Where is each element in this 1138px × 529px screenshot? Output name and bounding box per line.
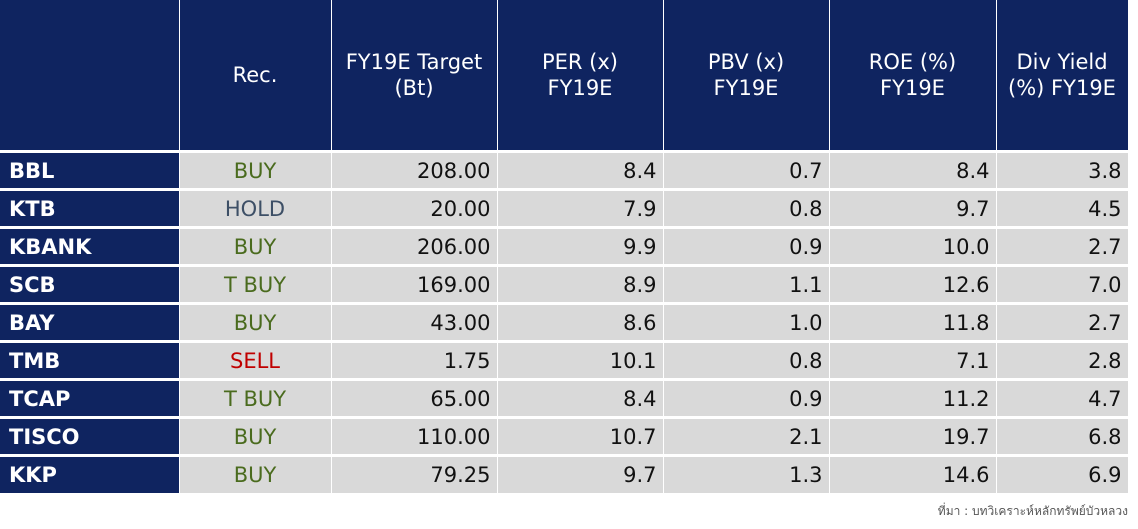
cell-div: 2.7: [996, 227, 1129, 267]
table-row: KKP BUY 79.25 9.7 1.3 14.6 6.9: [0, 455, 1129, 493]
header-roe: ROE (%) FY19E: [829, 0, 997, 153]
cell-div: 6.9: [996, 455, 1129, 493]
cell-roe: 7.1: [829, 341, 997, 381]
cell-target: 79.25: [331, 455, 498, 493]
cell-name: KTB: [0, 189, 180, 229]
cell-roe: 11.2: [829, 379, 997, 419]
cell-roe: 10.0: [829, 227, 997, 267]
header-blank: [0, 0, 180, 153]
cell-target: 65.00: [331, 379, 498, 419]
cell-name: TISCO: [0, 417, 180, 457]
cell-per: 10.7: [497, 417, 664, 457]
cell-per: 8.4: [497, 379, 664, 419]
cell-rec: BUY: [179, 303, 332, 343]
cell-target: 169.00: [331, 265, 498, 305]
cell-target: 206.00: [331, 227, 498, 267]
header-target-line1: FY19E Target: [345, 50, 483, 74]
cell-rec: T BUY: [179, 379, 332, 419]
header-pbv-line2: FY19E: [713, 76, 779, 100]
cell-rec: BUY: [179, 227, 332, 267]
cell-target: 20.00: [331, 189, 498, 229]
table-row: TCAP T BUY 65.00 8.4 0.9 11.2 4.7: [0, 379, 1129, 419]
cell-pbv: 1.0: [663, 303, 830, 343]
header-target-line2: (Bt): [394, 76, 434, 100]
table-row: BAY BUY 43.00 8.6 1.0 11.8 2.7: [0, 303, 1129, 343]
cell-pbv: 0.8: [663, 189, 830, 229]
cell-div: 2.7: [996, 303, 1129, 343]
cell-roe: 19.7: [829, 417, 997, 457]
cell-div: 4.5: [996, 189, 1129, 229]
cell-rec: BUY: [179, 151, 332, 191]
cell-rec: BUY: [179, 455, 332, 493]
cell-roe: 8.4: [829, 151, 997, 191]
header-pbv-line1: PBV (x): [707, 50, 785, 74]
table-row: KBANK BUY 206.00 9.9 0.9 10.0 2.7: [0, 227, 1129, 267]
cell-roe: 9.7: [829, 189, 997, 229]
cell-name: BBL: [0, 151, 180, 191]
header-per: PER (x) FY19E: [497, 0, 664, 153]
header-pbv: PBV (x) FY19E: [663, 0, 830, 153]
header-per-line2: FY19E: [547, 76, 613, 100]
bank-valuation-table: Rec. FY19E Target (Bt) PER (x) FY19E PBV…: [0, 0, 1129, 493]
cell-per: 9.7: [497, 455, 664, 493]
table-row: TMB SELL 1.75 10.1 0.8 7.1 2.8: [0, 341, 1129, 381]
cell-name: KBANK: [0, 227, 180, 267]
cell-per: 8.4: [497, 151, 664, 191]
cell-per: 8.6: [497, 303, 664, 343]
cell-rec: SELL: [179, 341, 332, 381]
header-roe-line1: ROE (%): [868, 50, 957, 74]
cell-target: 110.00: [331, 417, 498, 457]
cell-div: 6.8: [996, 417, 1129, 457]
cell-pbv: 0.9: [663, 227, 830, 267]
cell-pbv: 1.3: [663, 455, 830, 493]
header-target: FY19E Target (Bt): [331, 0, 498, 153]
table-row: TISCO BUY 110.00 10.7 2.1 19.7 6.8: [0, 417, 1129, 457]
cell-div: 7.0: [996, 265, 1129, 305]
table-row: KTB HOLD 20.00 7.9 0.8 9.7 4.5: [0, 189, 1129, 229]
header-roe-line2: FY19E: [880, 76, 945, 100]
cell-name: KKP: [0, 455, 180, 493]
cell-div: 2.8: [996, 341, 1129, 381]
cell-roe: 14.6: [829, 455, 997, 493]
cell-per: 10.1: [497, 341, 664, 381]
cell-pbv: 1.1: [663, 265, 830, 305]
cell-target: 208.00: [331, 151, 498, 191]
header-div-line1: Div Yield: [1016, 50, 1108, 74]
cell-pbv: 0.9: [663, 379, 830, 419]
cell-per: 7.9: [497, 189, 664, 229]
cell-per: 8.9: [497, 265, 664, 305]
cell-name: BAY: [0, 303, 180, 343]
header-per-line1: PER (x): [541, 50, 618, 74]
source-note: ที่มา : บทวิเคราะห์หลักทรัพย์บัวหลวง: [937, 504, 1128, 518]
cell-rec: T BUY: [179, 265, 332, 305]
cell-rec: BUY: [179, 417, 332, 457]
table-row: BBL BUY 208.00 8.4 0.7 8.4 3.8: [0, 151, 1129, 191]
cell-target: 1.75: [331, 341, 498, 381]
cell-pbv: 0.8: [663, 341, 830, 381]
cell-pbv: 2.1: [663, 417, 830, 457]
cell-roe: 11.8: [829, 303, 997, 343]
cell-roe: 12.6: [829, 265, 997, 305]
cell-pbv: 0.7: [663, 151, 830, 191]
cell-target: 43.00: [331, 303, 498, 343]
cell-rec: HOLD: [179, 189, 332, 229]
cell-name: SCB: [0, 265, 180, 305]
cell-per: 9.9: [497, 227, 664, 267]
header-row: Rec. FY19E Target (Bt) PER (x) FY19E PBV…: [0, 0, 1129, 153]
header-div-yield: Div Yield (%) FY19E: [996, 0, 1129, 153]
header-rec: Rec.: [179, 0, 332, 153]
cell-name: TCAP: [0, 379, 180, 419]
cell-name: TMB: [0, 341, 180, 381]
cell-div: 4.7: [996, 379, 1129, 419]
header-div-line2: (%) FY19E: [1008, 76, 1116, 100]
table-row: SCB T BUY 169.00 8.9 1.1 12.6 7.0: [0, 265, 1129, 305]
cell-div: 3.8: [996, 151, 1129, 191]
